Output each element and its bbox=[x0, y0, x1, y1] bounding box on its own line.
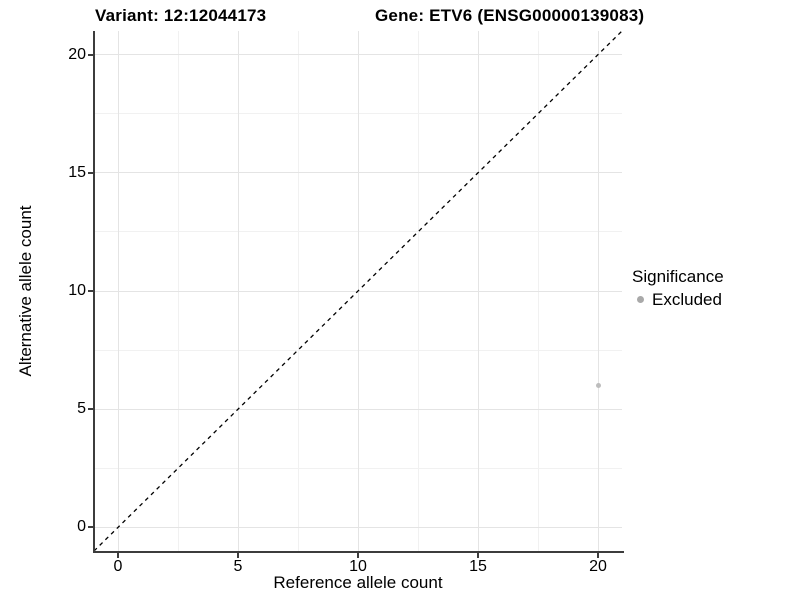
plot-panel bbox=[94, 31, 622, 551]
legend-title: Significance bbox=[632, 267, 724, 286]
legend-item-label: Excluded bbox=[652, 290, 722, 309]
y-tick-mark bbox=[88, 290, 93, 292]
y-tick-label: 0 bbox=[77, 518, 86, 536]
gridline-major-horizontal bbox=[94, 172, 622, 174]
x-tick-mark bbox=[597, 553, 599, 558]
legend-point-icon bbox=[637, 296, 644, 303]
x-tick-mark bbox=[237, 553, 239, 558]
identity-line-layer bbox=[94, 31, 622, 551]
y-tick-mark bbox=[88, 53, 93, 56]
identity-line bbox=[94, 31, 622, 551]
y-tick-label: 20 bbox=[68, 45, 86, 63]
y-tick-label: 10 bbox=[68, 282, 86, 299]
x-tick-mark bbox=[117, 553, 119, 558]
y-tick-mark bbox=[88, 171, 93, 174]
x-tick-mark bbox=[357, 553, 359, 558]
legend: Significance Excluded bbox=[632, 267, 724, 309]
gene-title: Gene: ETV6 (ENSG00000139083) bbox=[375, 6, 645, 25]
x-axis-title: Reference allele count bbox=[273, 573, 443, 592]
y-axis-title: Alternative allele count bbox=[16, 205, 35, 377]
x-tick-label: 15 bbox=[469, 558, 487, 575]
y-tick-mark bbox=[88, 526, 93, 529]
legend-item-excluded: Excluded bbox=[632, 290, 724, 309]
gridline-major-horizontal bbox=[94, 54, 622, 56]
gridline-major-horizontal bbox=[94, 526, 622, 528]
x-tick-label: 0 bbox=[113, 558, 123, 575]
x-tick-label: 10 bbox=[349, 558, 367, 575]
y-axis-line bbox=[92, 31, 95, 553]
x-tick-mark bbox=[477, 553, 479, 558]
x-tick-label: 20 bbox=[589, 558, 607, 575]
gridline-major-horizontal bbox=[94, 408, 622, 410]
x-tick-label: 5 bbox=[233, 558, 243, 575]
data-point bbox=[595, 383, 601, 389]
y-tick-label: 5 bbox=[77, 400, 86, 418]
y-tick-mark bbox=[88, 408, 93, 411]
y-tick-label: 15 bbox=[68, 163, 86, 181]
legend-key bbox=[632, 291, 649, 308]
x-axis-line bbox=[92, 551, 624, 553]
variant-title: Variant: 12:12044173 bbox=[95, 6, 267, 25]
